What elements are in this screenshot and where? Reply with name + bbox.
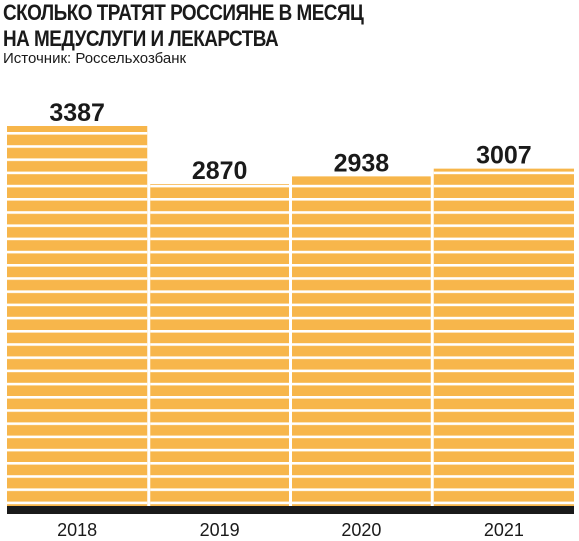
bar-stripes — [7, 126, 148, 506]
bar-stripes — [433, 168, 574, 506]
x-tick-label-2021: 2021 — [484, 520, 524, 540]
bar-stripes — [150, 184, 289, 506]
data-label-2021: 3007 — [476, 142, 532, 170]
x-axis-ticks: 2018 2019 2020 2021 — [57, 520, 524, 540]
chart-title: СКОЛЬКО ТРАТЯТ РОССИЯНЕ В МЕСЯЦ НА МЕДУС… — [3, 0, 497, 52]
bar-2018 — [7, 126, 148, 506]
bar-2020 — [292, 176, 431, 506]
chart-title-line-2: НА МЕДУСЛУГИ И ЛЕКАРСТВА — [3, 26, 279, 51]
bar-2019 — [150, 184, 289, 506]
labels-layer: 3387 2870 2938 3007 — [49, 99, 531, 185]
x-axis-baseline — [7, 506, 574, 514]
bar-2021 — [433, 168, 574, 506]
x-tick-label-2020: 2020 — [341, 520, 381, 540]
bar-stripes — [292, 176, 431, 506]
chart-title-line-1: СКОЛЬКО ТРАТЯТ РОССИЯНЕ В МЕСЯЦ — [3, 0, 364, 25]
data-label-2020: 2938 — [334, 149, 390, 177]
x-tick-label-2019: 2019 — [200, 520, 240, 540]
x-tick-label-2018: 2018 — [57, 520, 97, 540]
chart-source: Источник: Россельхозбанк — [3, 50, 187, 67]
data-label-2019: 2870 — [192, 157, 248, 185]
bars-layer — [7, 126, 574, 514]
data-label-2018: 3387 — [49, 99, 105, 127]
